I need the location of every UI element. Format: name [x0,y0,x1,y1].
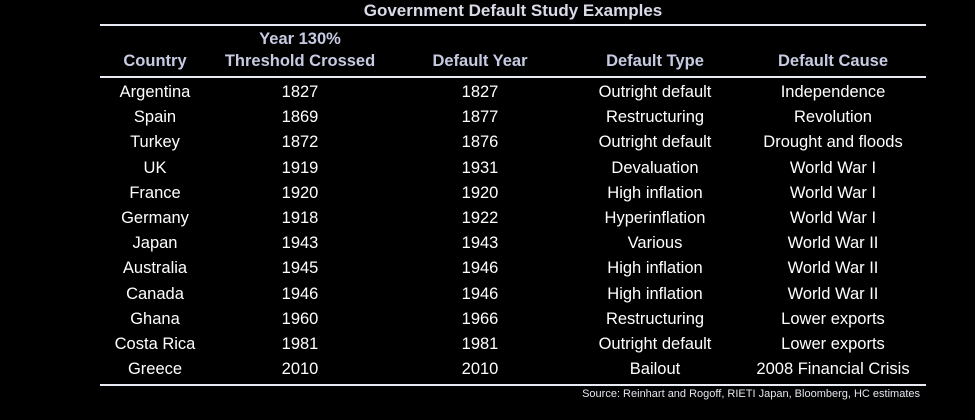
top-divider [100,24,926,26]
cell-default-type: High inflation [607,183,703,202]
table-body: Argentina 1827 1827 Outright default Ind… [100,80,926,382]
cell-default-cause: Lower exports [781,309,885,328]
cell-default-year: 1943 [461,234,499,253]
source-note: Source: Reinhart and Rogoff, RIETI Japan… [582,388,920,400]
table-row: Japan 1943 1943 Various World War II [100,231,926,256]
cell-country: Turkey [130,133,180,152]
cell-country: UK [143,158,167,177]
cell-country: Japan [132,234,178,253]
cell-default-year: 1946 [461,284,499,303]
cell-default-type: High inflation [607,284,703,303]
cell-threshold-year: 1919 [281,158,319,177]
cell-country: Canada [126,284,184,303]
cell-threshold-year: 1872 [281,133,319,152]
cell-default-cause: Revolution [794,108,872,127]
cell-default-type: Restructuring [605,108,705,127]
cell-threshold-year: 1827 [281,83,319,101]
cell-threshold-year: 1946 [281,284,319,303]
cell-default-year: 1920 [461,183,499,202]
cell-country: Costa Rica [114,334,196,353]
table-row: UK 1919 1931 Devaluation World War I [100,156,926,181]
cell-country: Spain [133,108,177,127]
cell-default-year: 1876 [461,133,499,152]
cell-default-cause: World War II [787,284,879,303]
table-row: Ghana 1960 1966 Restructuring Lower expo… [100,307,926,332]
cell-default-year: 1827 [461,83,499,101]
cell-default-type: Devaluation [611,158,699,177]
cell-default-cause: Independence [780,83,886,101]
table-row: Germany 1918 1922 Hyperinflation World W… [100,206,926,231]
cell-default-year: 1981 [461,334,499,353]
cell-country: Greece [127,360,183,379]
cell-default-type: High inflation [607,259,703,278]
cell-country: Ghana [130,309,180,328]
cell-country: Argentina [119,83,191,101]
default-study-table: Government Default Study Examples Countr… [100,0,926,410]
table-row: Costa Rica 1981 1981 Outright default Lo… [100,332,926,357]
cell-default-type: Restructuring [605,309,705,328]
header-country: Country [123,52,187,70]
cell-default-type: Various [627,234,683,253]
header-divider [100,76,926,78]
table-row: France 1920 1920 High inflation World Wa… [100,181,926,206]
cell-default-year: 1931 [461,158,499,177]
cell-threshold-year: 1943 [281,234,319,253]
cell-default-type: Hyperinflation [604,208,706,227]
cell-default-cause: World War I [789,208,877,227]
table-row: Greece 2010 2010 Bailout 2008 Financial … [100,357,926,382]
cell-threshold-year: 1981 [281,334,319,353]
cell-default-cause: Lower exports [781,334,885,353]
cell-default-type: Bailout [629,360,681,379]
cell-default-cause: 2008 Financial Crisis [756,360,910,379]
cell-threshold-year: 1918 [281,208,319,227]
cell-threshold-year: 1960 [281,309,319,328]
cell-default-cause: Drought and floods [763,133,903,152]
cell-threshold-year: 1945 [281,259,319,278]
cell-default-year: 1946 [461,259,499,278]
cell-country: Australia [122,259,188,278]
header-default-year: Default Year [432,52,528,70]
cell-default-cause: World War I [789,183,877,202]
cell-default-year: 1922 [461,208,499,227]
cell-default-type: Outright default [598,334,712,353]
cell-default-type: Outright default [598,133,712,152]
cell-default-cause: World War I [789,158,877,177]
cell-default-year: 1877 [461,108,499,127]
header-threshold-line2: Threshold Crossed [224,52,376,70]
cell-country: France [129,183,181,202]
table-row: Turkey 1872 1876 Outright default Drough… [100,130,926,155]
cell-default-year: 2010 [461,360,499,379]
cell-threshold-year: 1869 [281,108,319,127]
cell-default-type: Outright default [598,83,712,101]
table-row: Australia 1945 1946 High inflation World… [100,256,926,281]
cell-default-cause: World War II [787,234,879,253]
cell-default-year: 1966 [461,309,499,328]
table-row: Argentina 1827 1827 Outright default Ind… [100,80,926,105]
table-title: Government Default Study Examples [363,1,663,20]
header-threshold-line1: Year 130% [259,30,341,48]
table-row: Spain 1869 1877 Restructuring Revolution [100,105,926,130]
cell-country: Germany [121,208,189,227]
header-default-cause: Default Cause [777,52,889,70]
bottom-divider [100,384,926,386]
cell-threshold-year: 1920 [281,183,319,202]
table-header: Country Year 130% Threshold Crossed Defa… [100,26,926,76]
cell-default-cause: World War II [787,259,879,278]
table-row: Canada 1946 1946 High inflation World Wa… [100,282,926,307]
header-default-type: Default Type [606,52,704,70]
cell-threshold-year: 2010 [281,360,319,379]
header-threshold-year: Year 130% Threshold Crossed [210,28,390,72]
